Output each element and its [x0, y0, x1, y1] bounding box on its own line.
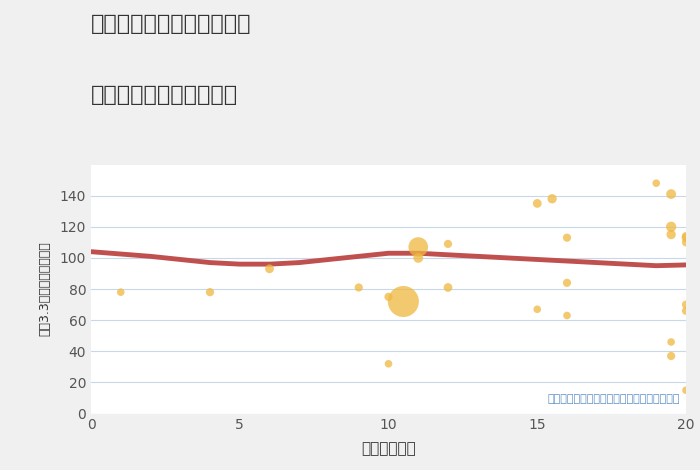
- Point: [398, 298, 409, 306]
- Point: [561, 234, 573, 242]
- Text: 福岡県福岡市西区太郎丸の: 福岡県福岡市西区太郎丸の: [91, 14, 251, 34]
- Point: [204, 289, 216, 296]
- Point: [666, 190, 677, 198]
- X-axis label: 駅距離（分）: 駅距離（分）: [361, 441, 416, 456]
- Point: [680, 301, 692, 308]
- Point: [666, 338, 677, 346]
- Point: [547, 195, 558, 203]
- Point: [115, 289, 126, 296]
- Point: [383, 360, 394, 368]
- Point: [666, 352, 677, 360]
- Point: [680, 239, 692, 246]
- Point: [413, 243, 424, 251]
- Point: [413, 254, 424, 262]
- Point: [680, 307, 692, 314]
- Point: [442, 240, 454, 248]
- Point: [442, 284, 454, 291]
- Point: [666, 231, 677, 238]
- Point: [561, 312, 573, 319]
- Point: [383, 293, 394, 301]
- Point: [264, 265, 275, 273]
- Point: [561, 279, 573, 287]
- Point: [353, 284, 364, 291]
- Text: 円の大きさは、取引のあった物件面積を示す: 円の大きさは、取引のあった物件面積を示す: [547, 394, 680, 404]
- Point: [651, 180, 662, 187]
- Point: [532, 306, 543, 313]
- Y-axis label: 坪（3.3㎡）単価（万円）: 坪（3.3㎡）単価（万円）: [38, 242, 51, 337]
- Point: [680, 386, 692, 394]
- Point: [680, 234, 692, 242]
- Point: [680, 232, 692, 240]
- Text: 駅距離別中古戸建て価格: 駅距離別中古戸建て価格: [91, 85, 238, 105]
- Point: [666, 223, 677, 231]
- Point: [532, 200, 543, 207]
